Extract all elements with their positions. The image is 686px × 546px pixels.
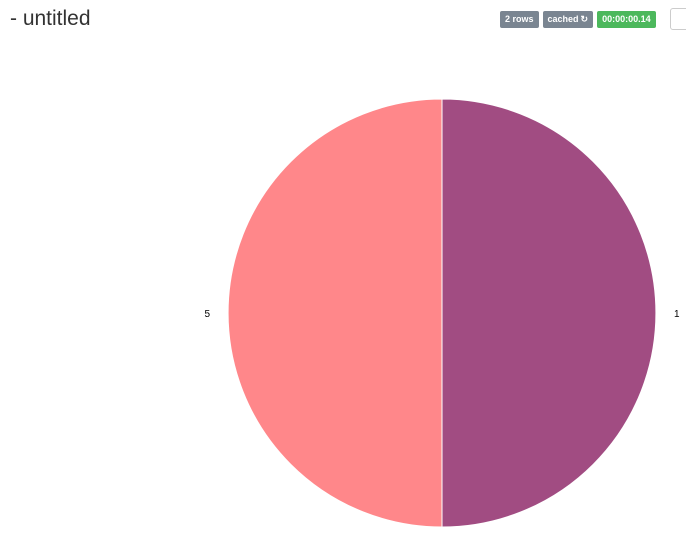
options-button[interactable] <box>670 8 686 30</box>
page-title: - untitled <box>10 7 91 30</box>
status-badges: 2 rows cached ↻ 00:00:00.14 <box>500 11 656 28</box>
pie-slice-1[interactable] <box>441 98 657 528</box>
cached-badge[interactable]: cached ↻ <box>542 11 594 28</box>
cached-label: cached <box>547 14 579 24</box>
refresh-icon[interactable]: ↻ <box>580 14 589 24</box>
pie-chart: 15 <box>204 98 680 528</box>
pie-slices <box>227 98 657 528</box>
pie-slice-5[interactable] <box>227 98 443 528</box>
pie-label-5: 5 <box>204 309 210 320</box>
timer-badge: 00:00:00.14 <box>597 11 656 28</box>
pie-labels: 15 <box>204 309 680 320</box>
header: - untitled 2 rows cached ↻ 00:00:00.14 <box>0 0 686 40</box>
pie-label-1: 1 <box>674 309 680 320</box>
row-count-badge: 2 rows <box>500 11 539 28</box>
